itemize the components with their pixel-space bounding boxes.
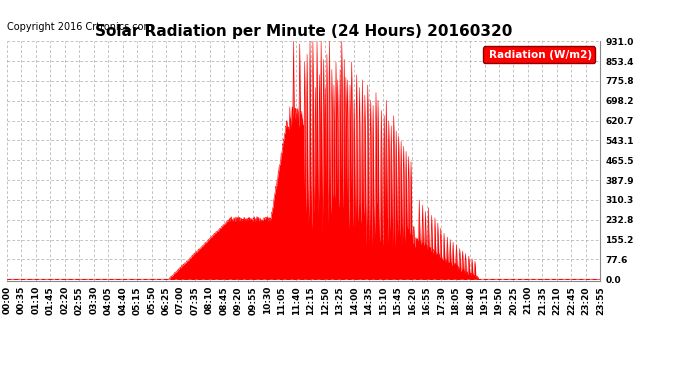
Title: Solar Radiation per Minute (24 Hours) 20160320: Solar Radiation per Minute (24 Hours) 20… <box>95 24 512 39</box>
Text: Copyright 2016 Crtronics.com: Copyright 2016 Crtronics.com <box>7 22 153 32</box>
Legend: Radiation (W/m2): Radiation (W/m2) <box>482 46 595 63</box>
